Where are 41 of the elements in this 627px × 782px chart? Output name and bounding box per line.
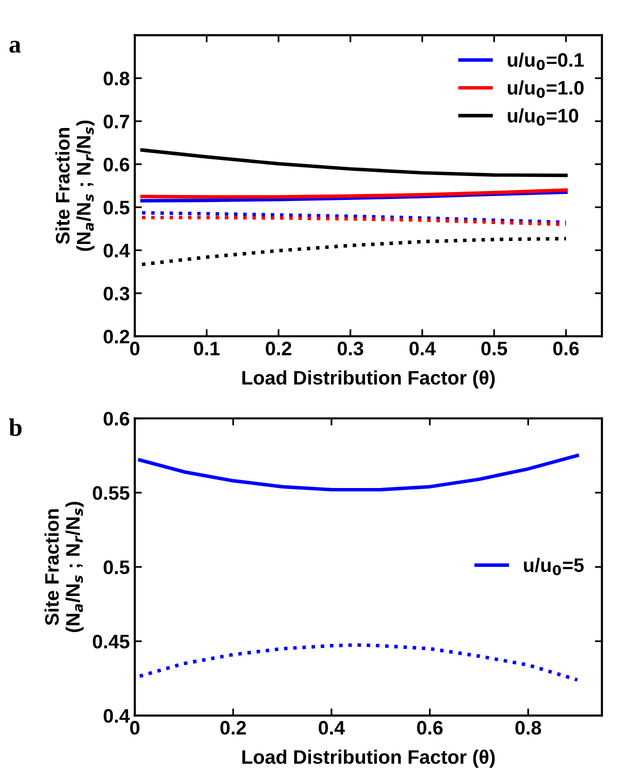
legend-label: u/u$_{0}$=0.1 — [508, 52, 584, 70]
y-tick-label: 0.6 — [104, 158, 130, 172]
y-tick-label: 0.5 — [104, 200, 130, 214]
x-tick-label: 0.6 — [417, 720, 443, 735]
x-tick-label: 0.2 — [266, 342, 292, 356]
line-series — [140, 148, 568, 178]
line-series — [140, 188, 568, 199]
x-tick-label: 0 — [130, 720, 140, 735]
text: Site Fraction (N$_{a}$/N$_{s}$ ; N$_{r}$/N$_{s}$) — [44, 502, 84, 632]
x-tick-label: 0.2 — [220, 720, 246, 735]
line-series — [140, 236, 568, 266]
legend-label: u/u$_{0}$=5 — [524, 558, 584, 576]
x-tick-label: 0.4 — [410, 342, 436, 356]
legend-label: u/u$_{0}$=1.0 — [508, 80, 584, 98]
y-tick-label: 0.7 — [104, 114, 130, 128]
y-tick-label: 0.45 — [92, 634, 130, 648]
x-tick-label: 0.5 — [481, 342, 508, 356]
x-axis-title: Load Distribution Factor (θ) — [242, 750, 495, 768]
x-tick-label: 0.3 — [338, 342, 364, 356]
x-tick-label: 0.1 — [194, 342, 220, 356]
y-tick-label: 0.3 — [104, 286, 130, 301]
x-tick-label: 0.8 — [515, 720, 542, 735]
chart-title: a — [9, 40, 21, 53]
x-tick-label: 0 — [130, 342, 140, 356]
text: Site Fraction (N$_{a}$/N$_{s}$ ; N$_{r}$/N$_{s}$) — [55, 120, 94, 251]
y-tick-label: 0.6 — [104, 412, 130, 426]
line-series — [140, 211, 568, 224]
y-tick-label: 0.5 — [104, 560, 130, 574]
line-series — [140, 216, 568, 226]
x-tick-label: 0.4 — [318, 720, 345, 735]
y-tick-label: 0.2 — [104, 330, 130, 344]
line-series — [138, 454, 580, 492]
x-tick-label: 0.6 — [553, 342, 579, 356]
x-axis-title: Load Distribution Factor (θ) — [242, 370, 495, 388]
line-series — [138, 643, 580, 682]
y-tick-label: 0.4 — [104, 244, 130, 258]
y-tick-label: 0.8 — [104, 72, 130, 86]
y-tick-label: 0.4 — [104, 709, 130, 723]
y-tick-label: 0.55 — [92, 486, 130, 500]
legend-label: u/u$_{0}$=10 — [508, 108, 578, 126]
chart-title: b — [9, 418, 22, 436]
